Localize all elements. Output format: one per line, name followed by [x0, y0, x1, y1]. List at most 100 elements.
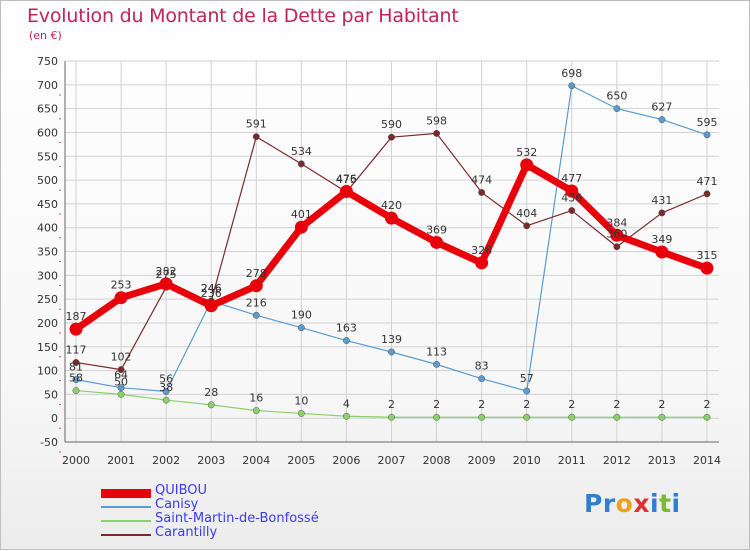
data-point [658, 116, 666, 124]
data-label: 698 [561, 67, 582, 80]
data-label: 236 [201, 287, 222, 300]
data-label: 58 [69, 372, 83, 385]
data-point [162, 388, 170, 395]
data-point [475, 256, 489, 270]
data-label: 187 [66, 310, 87, 323]
data-label: 163 [336, 322, 357, 335]
data-label: 431 [651, 194, 672, 207]
data-point [252, 407, 260, 415]
data-label: 28 [204, 386, 218, 399]
x-tick-label: 2001 [107, 454, 135, 467]
x-tick-label: 2000 [62, 454, 90, 467]
data-label: 532 [516, 146, 537, 159]
labels-series-1: 81 64 56 246 216 190 163 139 113 83 57 698 650 627 595 [69, 67, 718, 386]
data-point [520, 158, 534, 172]
logo-letter: P [584, 489, 603, 518]
y-tick-label: 400 [37, 222, 58, 235]
data-point [430, 235, 444, 249]
data-point [388, 413, 395, 421]
data-label: 190 [291, 309, 312, 322]
data-label: 420 [381, 199, 402, 212]
logo-letter: r [602, 489, 616, 518]
data-point [385, 211, 398, 225]
logo-letter: t [659, 489, 672, 518]
data-point [72, 359, 80, 366]
data-label: 2 [568, 398, 575, 411]
logo-letter: o [615, 489, 634, 518]
legend-swatch [101, 489, 151, 498]
data-label: 216 [246, 296, 267, 309]
data-label: 349 [651, 233, 672, 246]
x-tick-label: 2008 [423, 454, 451, 467]
data-label: 384 [606, 216, 627, 229]
data-label: 436 [561, 192, 582, 205]
data-point [658, 209, 666, 217]
x-tick-label: 2002 [152, 454, 180, 467]
series-quibou [69, 158, 714, 336]
data-point [703, 413, 711, 421]
data-label: 246 [201, 282, 222, 295]
data-label: 2 [613, 398, 620, 411]
legend-label: Saint-Martin-de-Bonfossé [155, 511, 319, 526]
data-label: 4 [343, 397, 350, 410]
labels-series-3: 117 102 275 246 591 534 475 590 598 474 404 436 360 4… [66, 114, 718, 363]
data-label: 474 [471, 173, 492, 186]
data-point [703, 131, 711, 139]
y-tick-label: 600 [37, 126, 58, 139]
data-label: 117 [66, 343, 87, 356]
legend-swatch [101, 534, 151, 536]
data-point [610, 228, 624, 242]
data-label: 315 [697, 249, 718, 262]
data-label: 326 [471, 244, 492, 257]
data-point [613, 243, 621, 251]
data-label: 282 [156, 265, 177, 278]
y-tick-label: 150 [37, 341, 58, 354]
y-tick-label: 700 [37, 79, 58, 92]
data-point [565, 184, 579, 198]
data-label: 2 [523, 398, 530, 411]
data-label: 81 [69, 361, 83, 374]
data-point [249, 279, 263, 293]
data-label: 275 [156, 268, 177, 281]
y-tick-label: 100 [37, 365, 58, 378]
x-tick-label: 2010 [513, 454, 541, 467]
data-point [433, 360, 441, 368]
data-point [117, 390, 125, 398]
data-label: 2 [478, 398, 485, 411]
x-tick-label: 2005 [287, 454, 315, 467]
y-tick-label: 550 [37, 150, 58, 163]
series-saint-martin-de-bonfoss- [72, 387, 711, 421]
x-tick-label: 2014 [693, 454, 721, 467]
legend-swatch [101, 520, 151, 522]
data-point [613, 413, 621, 421]
data-label: 83 [475, 360, 489, 373]
data-point [252, 133, 260, 141]
y-tick-label: 350 [37, 246, 58, 259]
data-label: 595 [697, 116, 718, 129]
data-label: 475 [336, 173, 357, 186]
y-tick-label: 50 [44, 388, 58, 401]
data-label: 64 [114, 369, 128, 382]
legend-swatch [101, 506, 151, 508]
legend-label: QUIBOU [155, 483, 208, 498]
y-tick-label: 500 [37, 174, 58, 187]
data-point [478, 413, 486, 421]
data-label: 16 [249, 392, 263, 405]
grid [65, 60, 719, 443]
data-point [207, 401, 215, 409]
data-point [342, 337, 350, 345]
labels-series-2: 58 50 38 28 16 10 4 2 2 2 2 2 2 2 2 [69, 372, 711, 412]
data-label: 534 [291, 145, 312, 158]
data-label: 278 [246, 267, 267, 280]
data-point [204, 299, 218, 313]
data-label: 2 [704, 398, 711, 411]
x-tick-label: 2011 [558, 454, 586, 467]
data-point [433, 413, 441, 421]
y-tick-label: 250 [37, 293, 58, 306]
data-point [388, 348, 395, 356]
y-tick-label: 450 [37, 198, 58, 211]
data-point [523, 222, 531, 230]
data-label: 477 [561, 172, 582, 185]
x-tick-label: 2004 [242, 454, 270, 467]
